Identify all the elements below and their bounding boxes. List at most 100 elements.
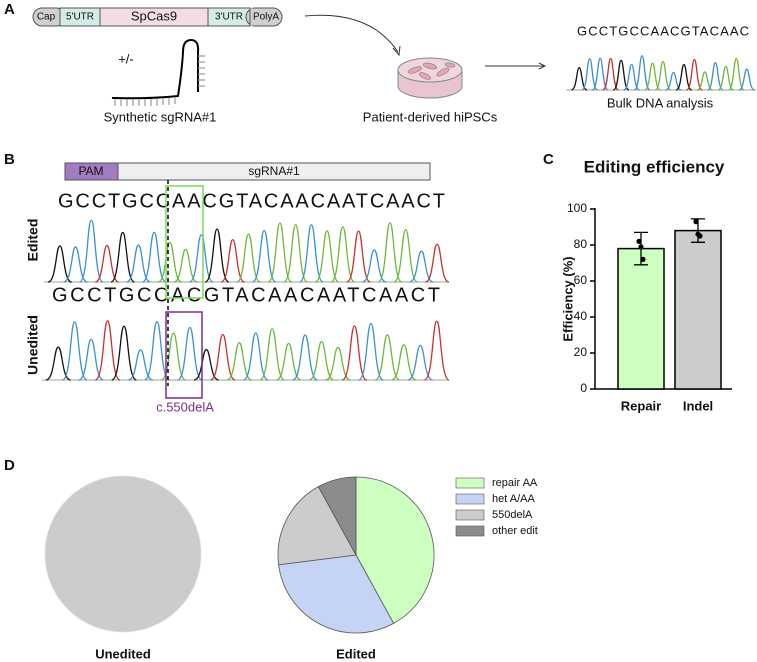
arrow [304,14,399,53]
guide-label: sgRNA#1 [248,164,300,178]
data-point [693,219,699,225]
trace-peak [644,62,661,91]
legend-swatch [455,509,485,521]
trace-peak [94,244,120,283]
construct-label: 5'UTR [66,12,94,23]
trace-peak [276,342,302,381]
trace-peak [111,325,137,381]
trace-peak [177,326,203,381]
trace-peak [346,230,371,283]
dish [397,57,463,99]
trace-peak [654,60,672,91]
arrowhead [538,62,547,70]
legend-swatch [455,493,485,505]
pie-slice [355,476,435,624]
plus-minus: +/- [118,51,134,66]
legend-label: repair AA [492,477,538,489]
trace-peak [267,222,293,283]
trace-peak [144,320,170,381]
panel-label: B [4,151,15,168]
trace-peak [94,320,121,381]
trace-peak [707,62,724,91]
trace-peak [591,57,609,91]
trace-peak [283,223,309,283]
polya-box [245,7,283,27]
analysis-label: Bulk DNA analysis [607,95,714,110]
trace-peak [686,58,703,91]
trace-peak [409,250,434,283]
trace-peak [357,322,384,381]
sgrna-icon [111,38,205,106]
trace-peak [210,333,236,381]
trace-peak [226,342,252,381]
trace-peak [236,233,261,283]
edited-label: Edited [25,219,41,262]
trace-peak [243,332,269,381]
trace-peak [45,346,71,381]
data-point [636,238,642,244]
legend-swatch [455,477,485,489]
trace-peak [717,65,734,91]
trace-peak [193,348,219,381]
trace-peak [602,57,619,91]
sequence: GCCTGCCAACGTACAAC [577,23,749,38]
trace-peak [665,71,682,91]
y-tick-label: 100 [567,201,587,215]
pie-slice [317,476,357,556]
bar [617,247,665,390]
trace-peak [259,328,285,381]
trace-peak [220,238,245,283]
sgrna-strand [111,38,200,100]
trace-peak [251,229,277,283]
trace-peak [189,234,214,283]
legend-swatch [455,525,485,537]
mutation-label: c.550delA [156,399,214,414]
trace-peak [63,246,88,283]
chart-title: Unedited [95,646,151,661]
trace-peak [204,228,230,283]
pie-slice [44,475,202,633]
trace-peak [78,219,104,283]
construct-label: PolyA [253,12,279,23]
y-tick-label: 40 [574,309,588,323]
pam-label: PAM [78,164,103,178]
data-point [638,244,644,250]
trace-peak [308,341,335,381]
trace-peak [141,231,167,283]
trace-peak [633,55,651,91]
unedited-label: Unedited [25,315,41,375]
cells-label: Patient-derived hiPSCs [363,109,498,124]
edited-box [165,185,204,299]
trace-peak [623,63,640,91]
trace-peak [425,243,450,283]
mutation-box [165,311,203,399]
unedited-sequence: GCCTGCCACGTACAACAATCAACT [52,284,440,306]
trace-peak [78,338,104,381]
trace-peak [423,320,450,381]
chart-title: Editing efficiency [584,157,725,176]
y-tick-label: 80 [574,237,588,251]
trace-peak [374,334,401,381]
y-axis-label: Efficiency (%) [560,256,575,341]
trace-peak [341,325,368,381]
bar [674,229,722,390]
y-tick-label: 20 [574,345,588,359]
sgrna-label: Synthetic sgRNA#1 [104,109,217,124]
trace-peak [407,344,433,381]
guide-box [117,162,431,181]
y-tick-label: 60 [574,273,588,287]
trace-peak [157,241,183,283]
trace-peak [571,66,588,91]
panel-label: A [4,1,15,18]
construct-label: 3'UTR [215,12,243,23]
trace-peak [377,222,403,283]
polya-joint [250,8,254,26]
construct-label: Cap [37,12,56,23]
trace-peak [393,228,418,283]
chart-title: Edited [336,646,376,661]
legend-label: other edit [492,525,538,537]
panel-label: C [543,151,554,168]
trace-peak [173,248,198,283]
data-point [697,233,703,239]
trace-peak [292,334,318,381]
